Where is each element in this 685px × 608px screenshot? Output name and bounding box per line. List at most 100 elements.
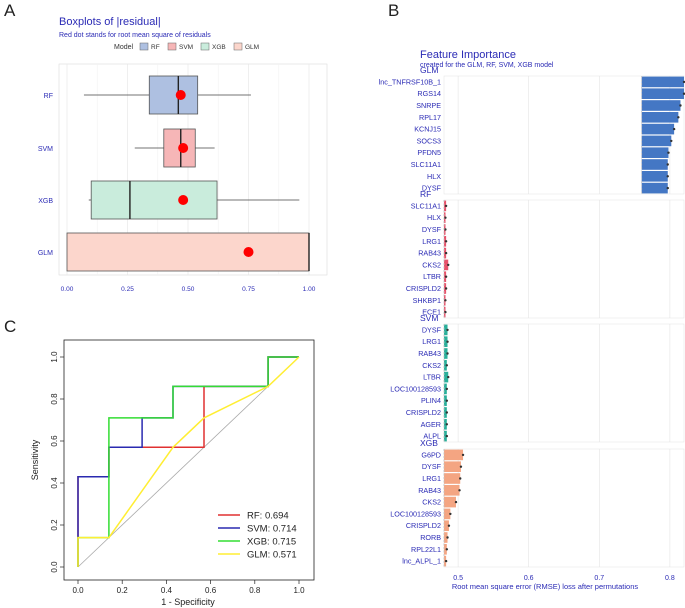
importance-bar-tip xyxy=(446,340,449,343)
roc-y-tick: 0.2 xyxy=(50,519,59,531)
roc-y-label: Sensitivity xyxy=(30,439,40,480)
legend-label-xgb: XGB xyxy=(212,44,226,51)
importance-bar xyxy=(444,259,449,271)
importance-bar xyxy=(641,100,681,111)
importance-bar-tip xyxy=(445,364,449,367)
importance-bar-tip xyxy=(445,548,449,551)
importance-bar-tip xyxy=(461,453,465,457)
roc-x-tick: 0.4 xyxy=(161,586,173,595)
importance-bar xyxy=(641,88,684,100)
importance-feature-label: AGER xyxy=(421,420,441,429)
boxplot-row-xgb: XGB xyxy=(38,180,300,220)
importance-bar xyxy=(444,348,448,359)
boxplot-row-label: GLM xyxy=(38,250,53,257)
importance-title: Feature Importance xyxy=(420,49,516,61)
importance-feature-label: SOCS3 xyxy=(417,136,441,145)
importance-bar xyxy=(444,484,460,496)
importance-feature-label: PFDN5 xyxy=(417,148,441,157)
importance-bar-tip xyxy=(444,559,448,563)
boxplot-rmse-dot xyxy=(178,195,189,205)
importance-plot-area xyxy=(443,448,685,568)
importance-feature-label: HLX xyxy=(427,172,441,181)
importance-bar-tip xyxy=(444,299,447,302)
importance-bar xyxy=(444,407,447,418)
boxplot-x-tick: 0.75 xyxy=(242,286,255,293)
legend-label-glm: GLM xyxy=(245,44,259,51)
roc-y-tick: 0.0 xyxy=(50,561,59,573)
importance-bar xyxy=(444,383,447,395)
roc-y-tick: 0.4 xyxy=(50,477,59,489)
importance-bar xyxy=(444,359,447,371)
importance-feature-label: CKS2 xyxy=(422,498,441,507)
importance-feature-label: lnc_ALPL_1 xyxy=(402,557,441,566)
importance-feature-label: SHKBP1 xyxy=(413,296,441,305)
importance-bar xyxy=(444,395,447,407)
importance-bar-tip xyxy=(445,399,449,402)
importance-bar-tip xyxy=(667,151,670,154)
boxplot-row-rf: RF xyxy=(44,75,251,115)
roc-curve-glm xyxy=(77,356,300,567)
importance-bar xyxy=(444,430,447,442)
boxplot-row-label: SVM xyxy=(38,146,53,153)
importance-bar xyxy=(444,520,449,532)
boxplot-row-glm: GLM xyxy=(38,232,310,272)
importance-feature-label: LRG1 xyxy=(422,337,441,346)
importance-feature-label: LRG1 xyxy=(422,237,441,246)
importance-feature-label: G6PD xyxy=(421,450,441,459)
roc-legend: RF: 0.694 SVM: 0.714 XGB: 0.715 GLM: 0.571 xyxy=(218,511,297,561)
roc-panel: 0.0 0.0 0.2 0.2 0.4 0.4 0.6 0.6 0.8 0.8 1.0 1.0 1 -… xyxy=(30,339,315,607)
boxplot-rows: RF SVM XGB GLM xyxy=(38,75,310,272)
roc-x-tick: 0.6 xyxy=(205,586,217,595)
importance-feature-label: LRG1 xyxy=(422,474,441,483)
importance-group-title: XGB xyxy=(420,438,438,448)
boxplot-legend: Model RF SVM XGB GLM xyxy=(114,42,259,51)
importance-feature-label: RGS14 xyxy=(417,89,441,98)
importance-plot-area xyxy=(443,323,685,443)
importance-bar-tip xyxy=(449,512,452,516)
importance-bar-tip xyxy=(677,116,680,119)
importance-bar xyxy=(444,449,464,461)
importance-bar-tip xyxy=(446,352,449,355)
roc-y-tick: 1.0 xyxy=(50,351,59,363)
panel-letter-b: B xyxy=(388,1,399,20)
importance-feature-label: DYSF xyxy=(422,462,442,471)
importance-feature-label: RORB xyxy=(420,533,441,542)
importance-bar-tip xyxy=(672,127,676,131)
importance-bar-tip xyxy=(682,80,685,84)
legend-title: Model xyxy=(114,44,134,51)
boxplot-row-svm: SVM xyxy=(38,128,215,168)
importance-bar xyxy=(444,461,461,473)
boxplot-x-tick: 1.00 xyxy=(303,286,316,293)
importance-bar-tip xyxy=(445,387,449,391)
importance-feature-label: RPL17 xyxy=(419,113,441,122)
roc-x-tick: 0.2 xyxy=(117,586,129,595)
importance-feature-label: DYSF xyxy=(422,225,442,234)
legend-swatch-glm xyxy=(233,42,243,51)
importance-bar-tip xyxy=(444,310,447,314)
importance-group-title: GLM xyxy=(420,65,438,75)
importance-bar-tip xyxy=(444,251,448,255)
importance-x-tick: 0.7 xyxy=(594,575,604,582)
importance-feature-label: CKS2 xyxy=(422,361,441,370)
boxplot-x-tick: 0.25 xyxy=(121,286,134,293)
importance-feature-label: LTBR xyxy=(423,373,441,382)
importance-group-title: RF xyxy=(420,189,431,199)
importance-plot-area xyxy=(443,199,685,319)
importance-bar xyxy=(641,182,668,194)
importance-bar-tip xyxy=(666,175,669,178)
importance-feature-label: LTBR xyxy=(423,272,441,281)
importance-bar xyxy=(444,418,447,430)
importance-feature-label: CRISPLD2 xyxy=(406,284,441,293)
importance-feature-label: KCNJ15 xyxy=(414,125,441,134)
importance-bar xyxy=(641,111,679,123)
boxplot-box xyxy=(90,180,218,220)
panel-letter-c: C xyxy=(4,317,16,336)
importance-bar xyxy=(444,473,461,484)
legend-swatch-xgb xyxy=(200,42,210,51)
importance-feature-label: SLC11A1 xyxy=(411,201,441,210)
roc-legend-label-glm: GLM: 0.571 xyxy=(247,550,297,561)
importance-bar-tip xyxy=(454,500,458,504)
importance-bar xyxy=(444,336,448,348)
importance-x-tick: 0.5 xyxy=(453,575,463,582)
